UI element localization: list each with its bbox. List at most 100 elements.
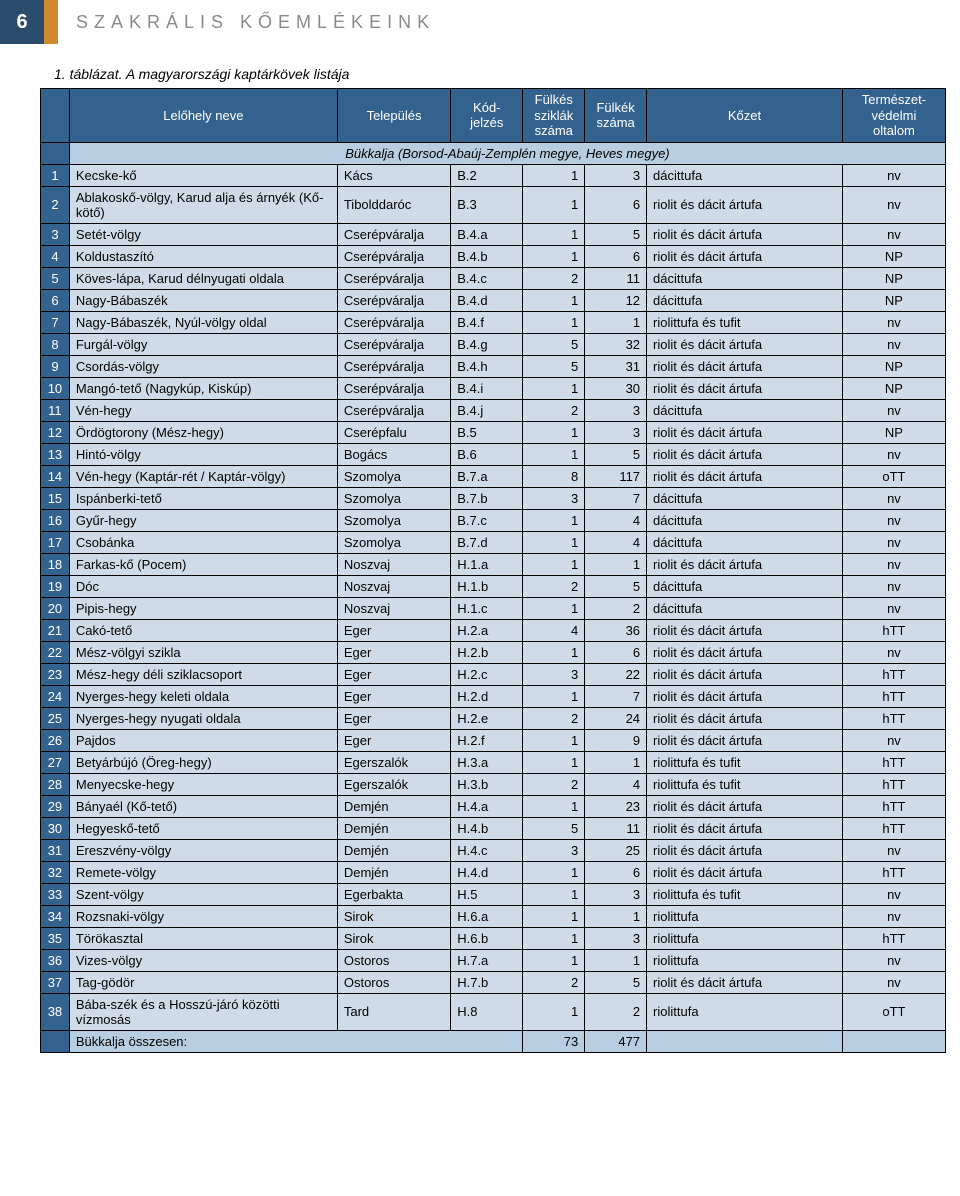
- cell-prot: nv: [842, 311, 945, 333]
- cell-rock: dácittufa: [647, 531, 843, 553]
- cell-n1: 2: [523, 707, 585, 729]
- row-index: 28: [41, 773, 70, 795]
- cell-n1: 1: [523, 443, 585, 465]
- cell-code: H.4.a: [451, 795, 523, 817]
- table-row: 5Köves-lápa, Karud délnyugati oldalaCser…: [41, 267, 946, 289]
- cell-name: Betyárbújó (Öreg-hegy): [69, 751, 337, 773]
- cell-n1: 1: [523, 861, 585, 883]
- cell-name: Setét-völgy: [69, 223, 337, 245]
- cell-code: B.7.b: [451, 487, 523, 509]
- cell-town: Noszvaj: [337, 575, 450, 597]
- table-row: 9Csordás-völgyCserépváraljaB.4.h531rioli…: [41, 355, 946, 377]
- cell-n2: 4: [585, 773, 647, 795]
- cell-n2: 3: [585, 399, 647, 421]
- cell-n1: 1: [523, 641, 585, 663]
- page-header: 6 SZAKRÁLIS KŐEMLÉKEINK: [0, 0, 960, 44]
- table-row: 21Cakó-tetőEgerH.2.a436riolit és dácit á…: [41, 619, 946, 641]
- row-index: 33: [41, 883, 70, 905]
- page-number: 6: [16, 11, 27, 34]
- cell-town: Ostoros: [337, 971, 450, 993]
- cell-n2: 7: [585, 685, 647, 707]
- cell-code: B.7.c: [451, 509, 523, 531]
- cell-n1: 1: [523, 311, 585, 333]
- cell-n1: 2: [523, 773, 585, 795]
- row-index: 17: [41, 531, 70, 553]
- table-row: 17CsobánkaSzomolyaB.7.d14dácittufanv: [41, 531, 946, 553]
- cell-name: Csordás-völgy: [69, 355, 337, 377]
- cell-town: Eger: [337, 707, 450, 729]
- cell-n1: 1: [523, 186, 585, 223]
- cell-code: B.4.a: [451, 223, 523, 245]
- col-header-prot: Természet- védelmi oltalom: [842, 89, 945, 143]
- table-row: 10Mangó-tető (Nagykúp, Kiskúp)Cserépvára…: [41, 377, 946, 399]
- cell-town: Cserépváralja: [337, 289, 450, 311]
- cell-name: Rozsnaki-völgy: [69, 905, 337, 927]
- cell-prot: NP: [842, 245, 945, 267]
- cell-n1: 1: [523, 164, 585, 186]
- cell-town: Eger: [337, 619, 450, 641]
- cell-name: Ablakoskő-völgy, Karud alja és árnyék (K…: [69, 186, 337, 223]
- cell-rock: riolit és dácit ártufa: [647, 619, 843, 641]
- table-row: 2Ablakoskő-völgy, Karud alja és árnyék (…: [41, 186, 946, 223]
- cell-code: H.2.d: [451, 685, 523, 707]
- row-index: 23: [41, 663, 70, 685]
- cell-n2: 1: [585, 905, 647, 927]
- cell-n1: 2: [523, 575, 585, 597]
- cell-town: Sirok: [337, 927, 450, 949]
- cell-n1: 2: [523, 399, 585, 421]
- table-row: 25Nyerges-hegy nyugati oldalaEgerH.2.e22…: [41, 707, 946, 729]
- table-row: 23Mész-hegy déli sziklacsoportEgerH.2.c3…: [41, 663, 946, 685]
- row-index: 7: [41, 311, 70, 333]
- cell-prot: nv: [842, 553, 945, 575]
- summary-label: Bükkalja összesen:: [69, 1030, 523, 1052]
- cell-rock: riolittufa és tufit: [647, 883, 843, 905]
- cell-n1: 1: [523, 377, 585, 399]
- cell-code: B.4.d: [451, 289, 523, 311]
- cell-code: B.4.i: [451, 377, 523, 399]
- region-row: Bükkalja (Borsod-Abaúj-Zemplén megye, He…: [41, 142, 946, 164]
- table-row: 28Menyecske-hegyEgerszalókH.3.b24riolitt…: [41, 773, 946, 795]
- cell-n1: 1: [523, 949, 585, 971]
- cell-n2: 3: [585, 421, 647, 443]
- cell-town: Egerszalók: [337, 751, 450, 773]
- cell-n2: 22: [585, 663, 647, 685]
- row-index: 12: [41, 421, 70, 443]
- cell-name: Ispánberki-tető: [69, 487, 337, 509]
- cell-prot: hTT: [842, 817, 945, 839]
- cell-town: Szomolya: [337, 487, 450, 509]
- table-row: 19DócNoszvajH.1.b25dácittufanv: [41, 575, 946, 597]
- cell-name: Cakó-tető: [69, 619, 337, 641]
- col-header-name: Lelőhely neve: [69, 89, 337, 143]
- cell-code: B.4.j: [451, 399, 523, 421]
- cell-rock: riolit és dácit ártufa: [647, 795, 843, 817]
- cell-prot: nv: [842, 399, 945, 421]
- cell-prot: hTT: [842, 861, 945, 883]
- cell-n1: 1: [523, 751, 585, 773]
- cell-rock: riolit és dácit ártufa: [647, 245, 843, 267]
- cell-n1: 2: [523, 971, 585, 993]
- col-header-rock: Kőzet: [647, 89, 843, 143]
- table-row: 14Vén-hegy (Kaptár-rét / Kaptár-völgy)Sz…: [41, 465, 946, 487]
- cell-rock: riolittufa: [647, 927, 843, 949]
- row-index: 21: [41, 619, 70, 641]
- cell-prot: nv: [842, 487, 945, 509]
- cell-town: Cserépváralja: [337, 333, 450, 355]
- row-index: 4: [41, 245, 70, 267]
- cell-town: Cserépváralja: [337, 377, 450, 399]
- table-row: 12Ördögtorony (Mész-hegy)CserépfaluB.513…: [41, 421, 946, 443]
- cell-n1: 2: [523, 267, 585, 289]
- row-index: 2: [41, 186, 70, 223]
- summary-blank-prot: [842, 1030, 945, 1052]
- table-row: 18Farkas-kő (Pocem)NoszvajH.1.a11riolit …: [41, 553, 946, 575]
- cell-town: Demjén: [337, 861, 450, 883]
- cell-n2: 30: [585, 377, 647, 399]
- cell-n1: 8: [523, 465, 585, 487]
- cell-town: Cserépváralja: [337, 355, 450, 377]
- cell-code: H.1.a: [451, 553, 523, 575]
- cell-town: Noszvaj: [337, 553, 450, 575]
- cell-town: Sirok: [337, 905, 450, 927]
- section-title: SZAKRÁLIS KŐEMLÉKEINK: [76, 12, 435, 33]
- cell-rock: riolittufa és tufit: [647, 773, 843, 795]
- cell-rock: riolit és dácit ártufa: [647, 861, 843, 883]
- region-label: Bükkalja (Borsod-Abaúj-Zemplén megye, He…: [69, 142, 945, 164]
